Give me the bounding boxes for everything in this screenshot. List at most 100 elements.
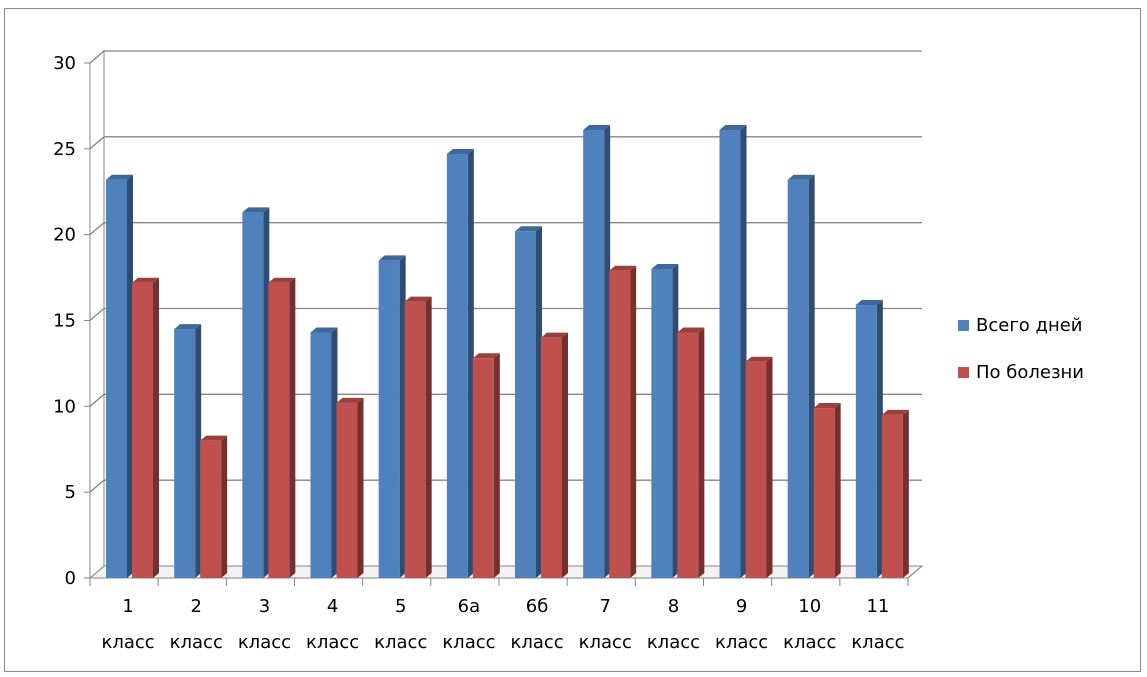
- bar-top: [174, 324, 202, 330]
- x-tick-label-unit: класс: [647, 632, 700, 653]
- bar-top: [268, 277, 296, 283]
- bar-total: [855, 300, 883, 578]
- bar-front: [242, 212, 264, 578]
- bar-illness: [268, 277, 296, 578]
- bar-front: [336, 402, 358, 578]
- x-tick-label-number: 4: [327, 596, 338, 617]
- gridline: [89, 479, 922, 493]
- bar-illness: [336, 397, 364, 578]
- bar-top: [515, 226, 542, 232]
- x-tick-label-unit: класс: [851, 632, 904, 653]
- bar-front: [651, 269, 673, 578]
- bar-front: [881, 414, 903, 578]
- bars: [106, 124, 909, 578]
- bar-front: [813, 408, 835, 578]
- x-axis-tick-labels: 1 класс 2 класс 3 класс 4 класс 5 класс 6а класс 6б к…: [101, 596, 904, 653]
- y-tick-label: 30: [53, 53, 76, 74]
- bar-top: [310, 327, 338, 333]
- bar-side: [834, 403, 841, 578]
- bar-front: [609, 270, 631, 578]
- bar-side: [127, 174, 133, 578]
- bar-top: [719, 124, 747, 130]
- x-tick-label-number: 5: [395, 596, 406, 617]
- bar-front: [855, 305, 877, 578]
- bar-side: [672, 264, 679, 578]
- bar-front: [541, 337, 562, 578]
- bar-top: [472, 353, 500, 359]
- bar-front: [132, 282, 153, 578]
- gridline: [89, 136, 922, 150]
- gridline: [89, 50, 922, 64]
- bar-total: [719, 124, 747, 578]
- bar-illness: [132, 277, 159, 578]
- x-tick-label-number: 9: [736, 596, 747, 617]
- bar-top: [200, 435, 228, 441]
- bar-top: [609, 265, 637, 271]
- bar-side: [902, 409, 909, 578]
- bar-front: [583, 129, 605, 578]
- bar-front: [378, 260, 400, 578]
- bar-total: [446, 148, 474, 578]
- bar-top: [446, 148, 474, 154]
- bar-side: [467, 148, 474, 578]
- bar-front: [719, 129, 741, 578]
- bar-illness: [745, 356, 773, 578]
- legend-label: Всего дней: [976, 315, 1083, 336]
- gridline: [89, 393, 922, 407]
- gridline: [89, 307, 922, 321]
- bar-side: [357, 397, 364, 578]
- x-tick-label-unit: класс: [238, 632, 291, 653]
- y-tick-label: 0: [65, 568, 76, 589]
- gridline: [89, 222, 922, 236]
- x-tick-label-unit: класс: [783, 632, 836, 653]
- x-tick-label-number: 7: [600, 596, 611, 617]
- bar-total: [310, 327, 338, 578]
- bar-side: [399, 255, 406, 578]
- bar-illness: [609, 265, 637, 578]
- x-tick-label-number: 11: [866, 596, 889, 617]
- bar-front: [472, 358, 494, 578]
- x-tick-label-unit: класс: [374, 632, 427, 653]
- bar-side: [536, 226, 542, 578]
- bar-illness: [472, 353, 500, 578]
- legend-swatch: [958, 320, 969, 331]
- bar-top: [132, 277, 159, 283]
- bar-top: [651, 264, 679, 269]
- bar-top: [106, 174, 133, 180]
- bar-top: [541, 332, 568, 338]
- bar-side: [195, 324, 202, 578]
- bar-top: [813, 403, 841, 409]
- x-tick-label-number: 6а: [458, 596, 480, 617]
- bar-total: [583, 124, 611, 578]
- bar-total: [106, 174, 133, 578]
- bar-front: [404, 301, 426, 578]
- x-tick-label-number: 1: [122, 596, 133, 617]
- bar-illness: [200, 435, 228, 578]
- bar-front: [174, 329, 196, 578]
- y-tick-label: 20: [53, 225, 76, 246]
- bar-top: [336, 397, 364, 403]
- bar-top: [787, 174, 815, 180]
- bar-side: [289, 277, 296, 578]
- bar-total: [378, 255, 406, 578]
- y-tick-label: 15: [53, 311, 76, 332]
- bar-front: [200, 440, 222, 578]
- bar-total: [515, 226, 542, 578]
- bar-top: [242, 207, 270, 213]
- bar-top: [583, 124, 611, 130]
- bar-side: [876, 300, 883, 578]
- bar-top: [378, 255, 406, 261]
- bar-front: [677, 332, 699, 578]
- y-axis-tick-labels: 0 5 10 15 20 25 30: [53, 53, 76, 589]
- bar-front: [268, 282, 290, 578]
- x-tick-label-unit: класс: [579, 632, 632, 653]
- bar-top: [745, 356, 773, 362]
- bar-side: [331, 327, 338, 578]
- x-tick-label-number: 2: [191, 596, 202, 617]
- bar-top: [404, 296, 432, 302]
- bar-side: [221, 435, 228, 578]
- legend: Всего дней По болезни: [958, 315, 1084, 383]
- x-tick-label-unit: класс: [306, 632, 359, 653]
- bar-illness: [677, 327, 705, 578]
